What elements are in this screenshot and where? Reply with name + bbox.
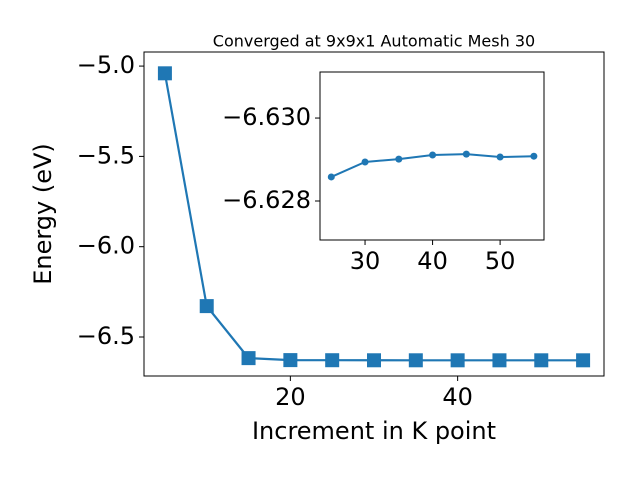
y-tick-label: −5.0 <box>77 51 135 79</box>
y-tick-label: −6.630 <box>222 103 311 131</box>
data-point <box>576 353 591 368</box>
data-point <box>492 353 507 368</box>
chart-title: Converged at 9x9x1 Automatic Mesh 30 <box>213 32 535 51</box>
y-tick-label: −6.0 <box>77 232 135 260</box>
data-point <box>199 299 214 314</box>
data-point <box>408 353 423 368</box>
y-tick-label: −5.5 <box>77 141 135 169</box>
y-tick-label: −6.628 <box>222 186 311 214</box>
x-tick-label: 20 <box>275 383 306 411</box>
data-point <box>462 150 470 158</box>
x-tick-label: 30 <box>350 247 381 275</box>
x-tick-label: 40 <box>442 383 473 411</box>
y-axis-label: Energy (eV) <box>29 143 57 285</box>
data-point <box>496 153 504 161</box>
data-point <box>241 351 256 366</box>
data-point <box>429 151 437 159</box>
y-tick-label: −6.5 <box>77 322 135 350</box>
data-point <box>157 66 172 81</box>
plot-frame <box>143 51 605 377</box>
plot-frame <box>319 71 545 241</box>
data-point <box>530 152 538 160</box>
x-tick-label: 40 <box>417 247 448 275</box>
data-point <box>367 353 381 368</box>
data-point <box>450 353 465 368</box>
x-tick-label: 50 <box>485 247 516 275</box>
data-point <box>534 353 549 368</box>
data-point <box>395 155 403 163</box>
data-point <box>325 353 340 368</box>
data-point <box>361 158 369 166</box>
data-point <box>283 353 298 368</box>
x-axis-label: Increment in K point <box>252 417 496 445</box>
data-point <box>327 173 335 181</box>
